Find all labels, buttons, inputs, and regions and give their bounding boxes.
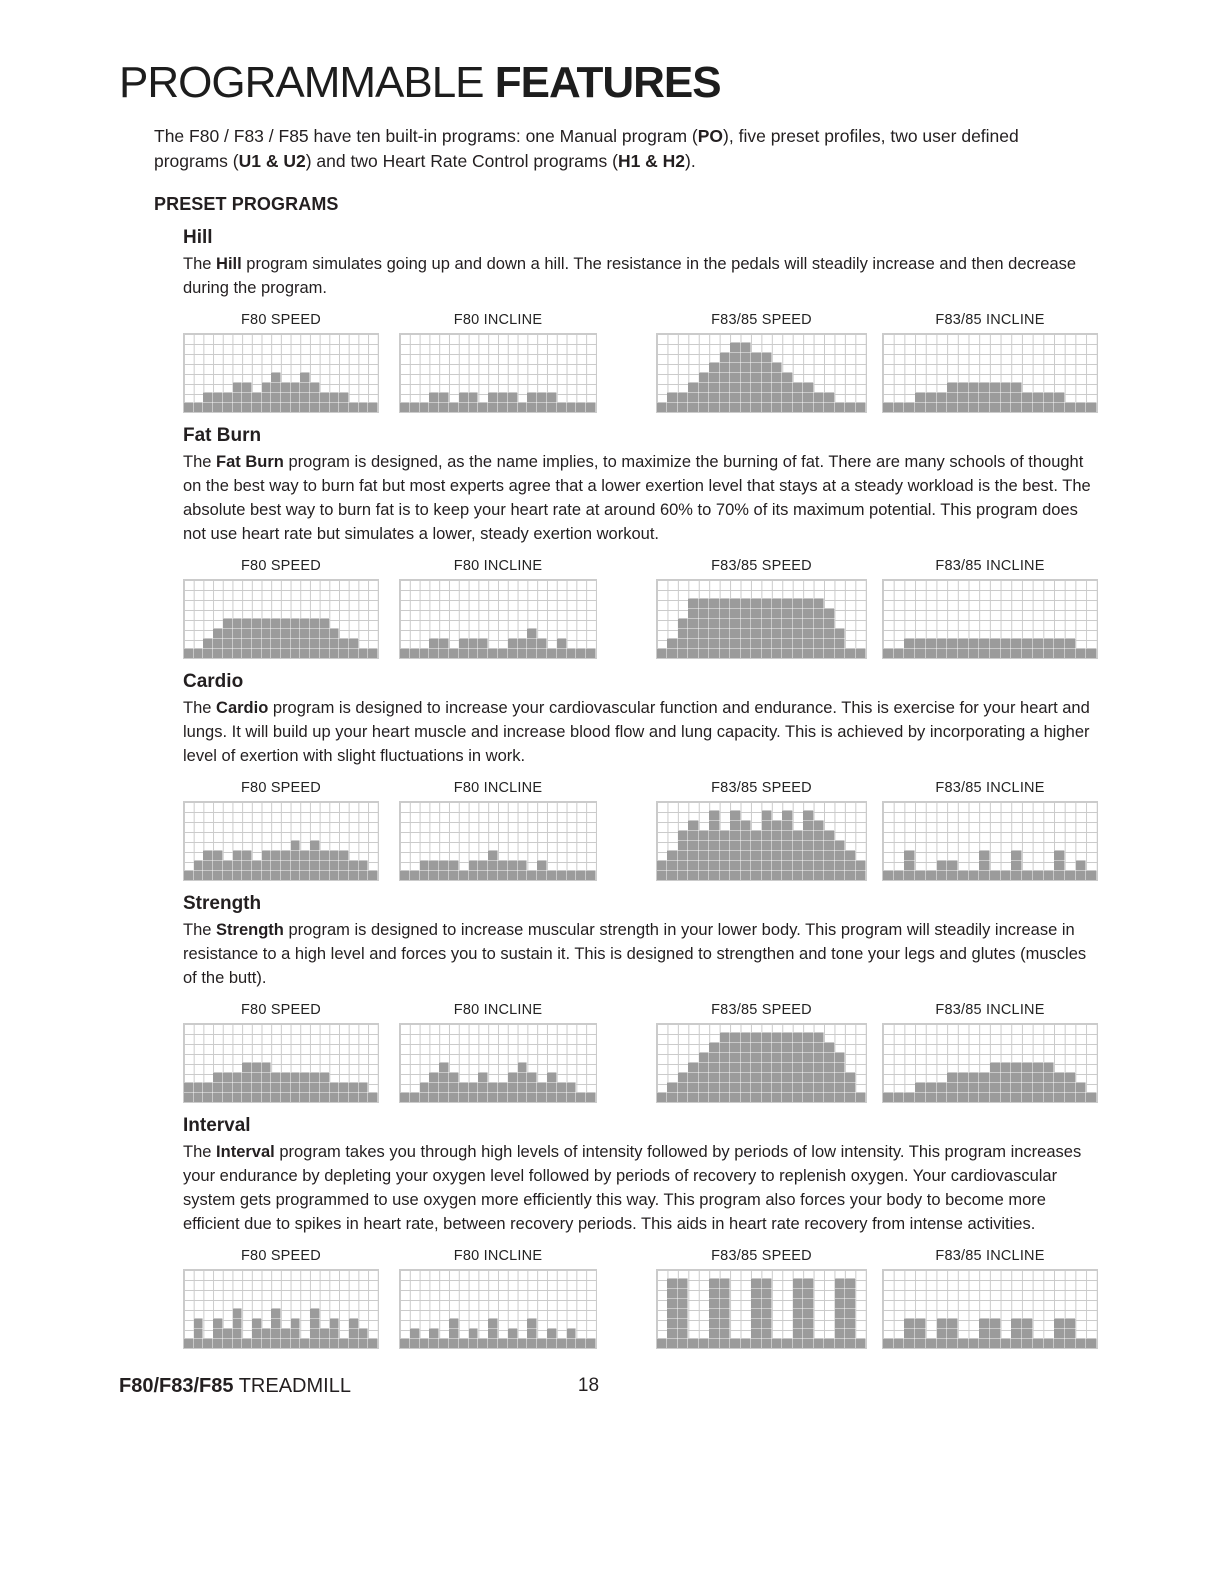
program-description-strength: The Strength program is designed to incr… xyxy=(183,921,1087,987)
program-description-interval: The Interval program takes you through h… xyxy=(183,1143,1082,1233)
interval-f83-85-incline-chart xyxy=(882,1269,1098,1349)
cardio-f80-incline-chart xyxy=(399,801,597,881)
strength-f83-85-incline-chart xyxy=(882,1023,1098,1103)
hill-f80-incline-chart xyxy=(399,333,597,413)
program-description-fat-burn: The Fat Burn program is designed, as the… xyxy=(183,453,1091,543)
interval-f83-85-speed-block: F83/85 SPEED xyxy=(656,1248,867,1349)
program-section-interval: Interval The Interval program takes you … xyxy=(183,1115,1098,1349)
fat-burn-f80-incline-block: F80 INCLINE xyxy=(399,558,597,659)
chart-label: F80 SPEED xyxy=(241,1002,321,1018)
hill-f80-speed-block: F80 SPEED xyxy=(183,312,379,413)
chart-label: F83/85 SPEED xyxy=(711,780,812,796)
program-section-hill: Hill The Hill program simulates going up… xyxy=(183,227,1098,413)
chart-label: F80 SPEED xyxy=(241,312,321,328)
chart-label: F83/85 SPEED xyxy=(711,312,812,328)
chart-label: F83/85 SPEED xyxy=(711,1248,812,1264)
footer-model-label: F80/F83/F85 TREADMILL xyxy=(119,1375,351,1397)
footer-model-rest: TREADMILL xyxy=(233,1375,351,1397)
fat-burn-f83-85-incline-chart xyxy=(882,579,1098,659)
interval-f80-incline-block: F80 INCLINE xyxy=(399,1248,597,1349)
manual-page: PROGRAMMABLE FEATURES The F80 / F83 / F8… xyxy=(119,58,1098,1398)
fat-burn-f80-speed-chart xyxy=(183,579,379,659)
page-title: PROGRAMMABLE FEATURES xyxy=(119,58,1098,108)
strength-f83-85-speed-block: F83/85 SPEED xyxy=(656,1002,867,1103)
chart-label: F80 INCLINE xyxy=(453,1002,543,1018)
fat-burn-f83-85-incline-block: F83/85 INCLINE xyxy=(882,558,1098,659)
program-description-hill: The Hill program simulates going up and … xyxy=(183,255,1077,297)
cardio-f83-85-speed-chart xyxy=(656,801,867,881)
strength-f83-85-incline-block: F83/85 INCLINE xyxy=(882,1002,1098,1103)
hill-f83-85-speed-chart xyxy=(656,333,867,413)
page-title-light: PROGRAMMABLE xyxy=(119,58,485,107)
program-title-fat-burn: Fat Burn xyxy=(183,425,262,446)
chart-label: F83/85 SPEED xyxy=(711,558,812,574)
chart-label: F80 INCLINE xyxy=(453,780,543,796)
interval-f83-85-incline-block: F83/85 INCLINE xyxy=(882,1248,1098,1349)
interval-f80-speed-block: F80 SPEED xyxy=(183,1248,379,1349)
chart-label: F83/85 INCLINE xyxy=(935,312,1045,328)
program-title-interval: Interval xyxy=(183,1115,251,1136)
chart-label: F80 INCLINE xyxy=(453,312,543,328)
strength-f80-speed-chart xyxy=(183,1023,379,1103)
footer-model-bold: F80/F83/F85 xyxy=(119,1375,234,1397)
hill-f80-incline-block: F80 INCLINE xyxy=(399,312,597,413)
program-title-cardio: Cardio xyxy=(183,671,244,692)
interval-f80-incline-chart xyxy=(399,1269,597,1349)
program-description-cardio: The Cardio program is designed to increa… xyxy=(183,699,1090,765)
chart-label: F80 SPEED xyxy=(241,558,321,574)
hill-f83-85-speed-block: F83/85 SPEED xyxy=(656,312,867,413)
program-title-hill: Hill xyxy=(183,227,213,248)
chart-label: F83/85 INCLINE xyxy=(935,780,1045,796)
fat-burn-f83-85-speed-chart xyxy=(656,579,867,659)
preset-programs-heading: PRESET PROGRAMS xyxy=(154,194,339,214)
strength-f83-85-speed-chart xyxy=(656,1023,867,1103)
hill-chart-row: F80 SPEED F80 INCLINE F83/85 SPEED F83/8… xyxy=(183,312,1098,413)
interval-f80-speed-chart xyxy=(183,1269,379,1349)
interval-f83-85-speed-chart xyxy=(656,1269,867,1349)
hill-f83-85-incline-chart xyxy=(882,333,1098,413)
chart-label: F80 INCLINE xyxy=(453,558,543,574)
chart-label: F80 INCLINE xyxy=(453,1248,543,1264)
fat-burn-f80-speed-block: F80 SPEED xyxy=(183,558,379,659)
hill-f80-speed-chart xyxy=(183,333,379,413)
fat-burn-chart-row: F80 SPEED F80 INCLINE F83/85 SPEED F83/8… xyxy=(183,558,1098,659)
program-title-strength: Strength xyxy=(183,893,262,914)
interval-chart-row: F80 SPEED F80 INCLINE F83/85 SPEED F83/8… xyxy=(183,1248,1098,1349)
strength-f80-incline-chart xyxy=(399,1023,597,1103)
cardio-f80-speed-block: F80 SPEED xyxy=(183,780,379,881)
cardio-f80-speed-chart xyxy=(183,801,379,881)
page-title-bold: FEATURES xyxy=(494,58,722,107)
cardio-f83-85-incline-block: F83/85 INCLINE xyxy=(882,780,1098,881)
fat-burn-f83-85-speed-block: F83/85 SPEED xyxy=(656,558,867,659)
chart-label: F80 SPEED xyxy=(241,780,321,796)
page-footer: F80/F83/F85 TREADMILL 18 xyxy=(119,1375,1098,1398)
program-section-strength: Strength The Strength program is designe… xyxy=(183,893,1098,1103)
strength-f80-speed-block: F80 SPEED xyxy=(183,1002,379,1103)
chart-label: F83/85 INCLINE xyxy=(935,1002,1045,1018)
cardio-f80-incline-block: F80 INCLINE xyxy=(399,780,597,881)
chart-label: F80 SPEED xyxy=(241,1248,321,1264)
cardio-chart-row: F80 SPEED F80 INCLINE F83/85 SPEED F83/8… xyxy=(183,780,1098,881)
chart-label: F83/85 INCLINE xyxy=(935,1248,1045,1264)
program-section-cardio: Cardio The Cardio program is designed to… xyxy=(183,671,1098,881)
cardio-f83-85-speed-block: F83/85 SPEED xyxy=(656,780,867,881)
chart-label: F83/85 SPEED xyxy=(711,1002,812,1018)
intro-paragraph: The F80 / F83 / F85 have ten built-in pr… xyxy=(154,126,1019,171)
fat-burn-f80-incline-chart xyxy=(399,579,597,659)
strength-f80-incline-block: F80 INCLINE xyxy=(399,1002,597,1103)
page-number: 18 xyxy=(577,1375,600,1396)
chart-label: F83/85 INCLINE xyxy=(935,558,1045,574)
strength-chart-row: F80 SPEED F80 INCLINE F83/85 SPEED F83/8… xyxy=(183,1002,1098,1103)
hill-f83-85-incline-block: F83/85 INCLINE xyxy=(882,312,1098,413)
program-section-fat-burn: Fat Burn The Fat Burn program is designe… xyxy=(183,425,1098,659)
cardio-f83-85-incline-chart xyxy=(882,801,1098,881)
